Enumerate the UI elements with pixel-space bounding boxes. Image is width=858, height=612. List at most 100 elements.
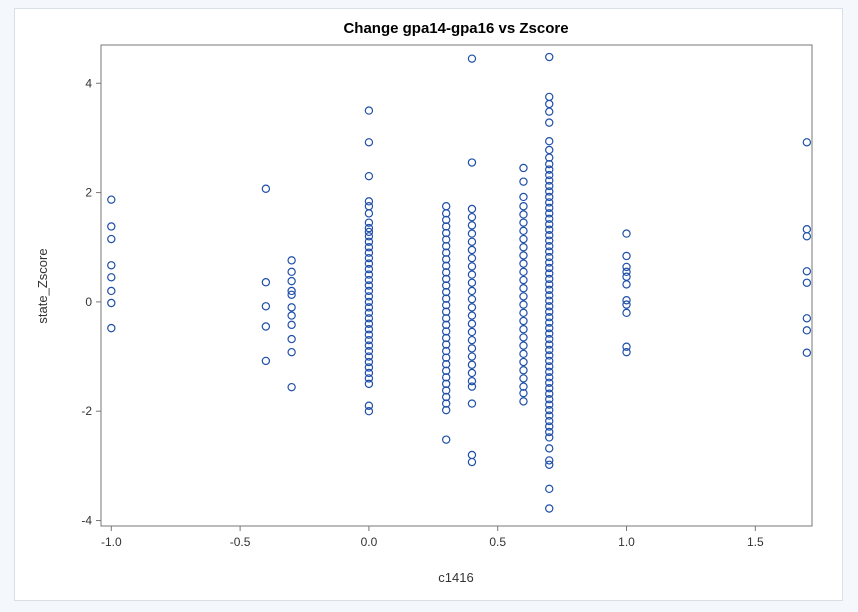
scatter-plot: Change gpa14-gpa16 vs Zscore -1.0 -0.5 0.0… [35,20,813,585]
data-point [519,333,528,342]
data-points [107,52,812,513]
data-point [441,268,451,277]
data-point [287,256,296,265]
data-point [287,276,296,286]
data-point [519,316,528,326]
data-point [519,292,528,301]
data-point [441,287,451,297]
data-point [545,181,554,191]
data-point [545,416,554,426]
data-point [467,335,477,345]
data-point [545,280,554,289]
data-point [107,298,116,308]
data-point [545,187,554,196]
data-point [519,202,528,211]
data-point [287,286,296,296]
data-point [107,273,116,282]
data-point [622,296,631,305]
data-point [261,322,271,331]
data-point [545,107,554,116]
chart-title: Change gpa14-gpa16 vs Zscore [343,20,568,37]
data-point [545,302,554,311]
data-point [545,378,554,387]
data-point [545,176,554,185]
plot-area [100,44,813,527]
data-point [545,329,554,338]
data-point [545,145,554,155]
data-point [364,357,374,367]
data-point [545,291,554,300]
data-point [467,344,477,353]
data-point [802,225,812,234]
data-point [364,253,374,263]
y-tick-label: -2 [81,404,92,418]
data-point [545,411,554,420]
data-point [364,171,374,181]
data-point [467,212,477,222]
data-point [519,366,528,375]
y-axis: -4 -2 0 2 4 [81,76,101,528]
data-point [467,399,477,408]
data-point [441,346,451,356]
data-point [467,253,477,263]
data-point [519,300,528,309]
data-point [545,285,554,295]
data-point [545,318,554,327]
y-tick-label: 2 [85,186,92,200]
data-point [545,241,554,251]
data-point [467,319,477,328]
data-point [261,278,271,287]
data-point [364,374,374,383]
data-point [261,356,271,366]
data-point [545,247,554,256]
data-point [519,267,528,277]
x-tick-label: 1.0 [618,535,635,549]
data-point [441,340,451,349]
data-point [467,262,477,271]
data-point [519,243,528,252]
data-point [802,138,812,147]
data-point [467,376,477,386]
data-point [441,379,451,389]
data-point [287,311,296,320]
data-point [441,255,451,264]
data-point [622,347,631,357]
data-point [545,427,554,437]
data-point [287,320,296,330]
data-point [364,259,374,268]
data-point [802,232,812,241]
y-tick-label: -4 [81,514,92,528]
data-point [107,286,116,296]
data-point [545,394,554,404]
data-point [519,325,528,334]
y-axis-label: state_Zscore [35,248,50,323]
data-point [545,136,554,146]
data-point [545,296,554,306]
data-point [545,236,554,245]
x-tick-label: -1.0 [101,535,122,549]
data-point [441,248,451,257]
data-point [545,351,554,360]
data-point [467,294,477,304]
data-point [467,204,477,214]
data-point [545,258,554,267]
data-point [545,263,554,273]
data-point [441,235,451,244]
data-point [441,261,451,271]
data-point [107,222,116,231]
data-point [441,202,451,211]
data-point [441,373,451,382]
x-tick-label: 0.5 [489,535,506,549]
data-point [545,373,554,382]
data-point [364,248,374,257]
data-point [364,368,374,378]
data-point [441,274,451,284]
data-point [364,407,374,416]
data-point [364,379,374,389]
data-point [622,342,631,351]
data-point [545,209,554,218]
data-point [364,286,374,296]
data-point [441,366,451,375]
data-point [519,210,528,219]
data-point [287,267,296,277]
